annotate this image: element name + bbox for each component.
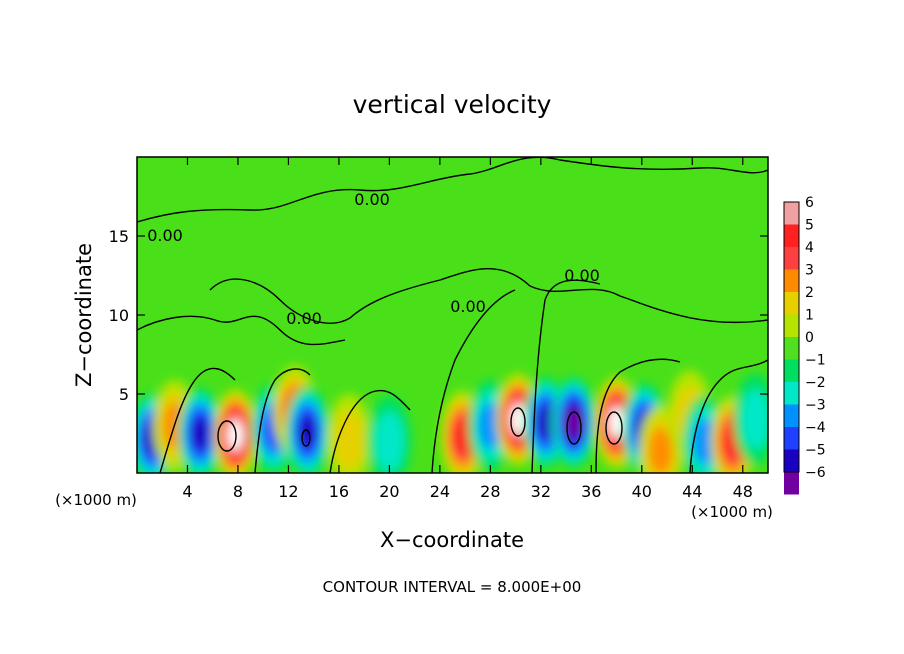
x-unit-right: (×1000 m) [691, 503, 773, 521]
x-tick-label: 48 [733, 482, 753, 501]
velocity-level [191, 416, 210, 451]
x-tick-label: 36 [581, 482, 601, 501]
x-tick-label: 24 [430, 482, 450, 501]
x-tick-label: 12 [278, 482, 298, 501]
colorbar-label: −2 [805, 375, 826, 391]
contour-label: 0.00 [286, 309, 322, 328]
colorbar: 6 5 4 3 2 1 0 −1 −2 −3 −4 −5 −6 [783, 195, 826, 495]
colorbar-label: 0 [805, 330, 814, 346]
velocity-cell [551, 376, 596, 469]
colorbar-label: 5 [805, 218, 814, 234]
x-tick-label: 4 [182, 482, 192, 501]
contour-interval-note: CONTOUR INTERVAL = 8.000E+00 [323, 578, 582, 596]
contour-label: 0.00 [450, 297, 486, 316]
contour-label: 0.00 [147, 226, 183, 245]
contour-high-core [217, 420, 237, 452]
y-tick-label: 15 [109, 227, 129, 246]
colorbar-label: 3 [805, 263, 814, 279]
colorbar-swatch [784, 472, 799, 495]
y-axis-label: Z−coordinate [72, 243, 96, 387]
x-tick-label: 16 [329, 482, 349, 501]
velocity-level [298, 415, 317, 449]
chart-title: vertical velocity [353, 90, 552, 119]
colorbar-label: 4 [805, 240, 814, 256]
contour-label: 0.00 [564, 266, 600, 285]
colorbar-label: −5 [805, 443, 826, 459]
colorbar-swatch [784, 427, 799, 450]
colorbar-swatch [784, 292, 799, 315]
contour-zero-line [595, 358, 681, 473]
colorbar-swatch [784, 269, 799, 292]
velocity-level [693, 418, 717, 465]
colorbar-swatch [784, 382, 799, 405]
contour-zero-line [209, 267, 768, 324]
y-tick-label: 5 [119, 385, 129, 404]
x-unit-left: (×1000 m) [55, 491, 137, 509]
contour-low-core [566, 411, 582, 445]
velocity-level [374, 411, 405, 472]
colorbar-swatch [784, 449, 799, 472]
contour-zero-line [137, 315, 346, 346]
x-axis-label: X−coordinate [380, 528, 524, 552]
contour-high-core [605, 411, 623, 445]
velocity-peak [511, 405, 526, 434]
velocity-cell [733, 373, 768, 466]
contour-high-core [510, 407, 526, 437]
colorbar-label: 2 [805, 285, 814, 301]
velocity-level [478, 402, 503, 449]
velocity-cell [285, 385, 330, 473]
velocity-level [649, 427, 673, 473]
contour-zero-line [329, 389, 411, 473]
velocity-cell [367, 395, 412, 473]
x-tick-label: 28 [480, 482, 500, 501]
contour-label: 0.00 [354, 190, 390, 209]
plot-area: 0.000.000.000.000.00 4 8 12 16 20 24 28 32 36 40 4… [109, 156, 769, 501]
colorbar-label: 6 [805, 195, 814, 211]
colorbar-label: 1 [805, 308, 814, 324]
contour-zero-line [159, 367, 236, 473]
velocity-level [536, 405, 555, 440]
colorbar-swatch [784, 359, 799, 382]
velocity-level [453, 419, 472, 454]
colorbar-label: −4 [805, 420, 826, 436]
x-tick-label: 40 [632, 482, 652, 501]
colorbar-swatch [784, 202, 799, 225]
contour-zero-line [431, 289, 516, 473]
velocity-cell [327, 393, 372, 473]
colorbar-swatch [784, 314, 799, 337]
contour-zero-line [137, 157, 768, 223]
velocity-level [740, 389, 768, 450]
x-tick-label: 20 [379, 482, 399, 501]
y-tick-label: 10 [109, 306, 129, 325]
x-tick-label: 8 [233, 482, 243, 501]
colorbar-swatch [784, 224, 799, 247]
colorbar-label: −6 [805, 465, 826, 481]
velocity-cell [178, 387, 223, 473]
contour-zero-line [254, 368, 311, 473]
colorbar-label: −1 [805, 353, 826, 369]
x-tick-label: 44 [682, 482, 702, 501]
contour-zero-line [531, 279, 601, 473]
colorbar-swatch [784, 247, 799, 270]
velocity-level [334, 409, 364, 470]
colorbar-frame [783, 201, 800, 473]
colorbar-swatch [784, 404, 799, 427]
colorbar-label: −3 [805, 398, 826, 414]
velocity-peak [609, 408, 624, 437]
contour-low-core [301, 429, 311, 447]
contour-zero-line [689, 359, 768, 473]
colorbar-swatch [784, 337, 799, 360]
x-tick-label: 32 [531, 482, 551, 501]
